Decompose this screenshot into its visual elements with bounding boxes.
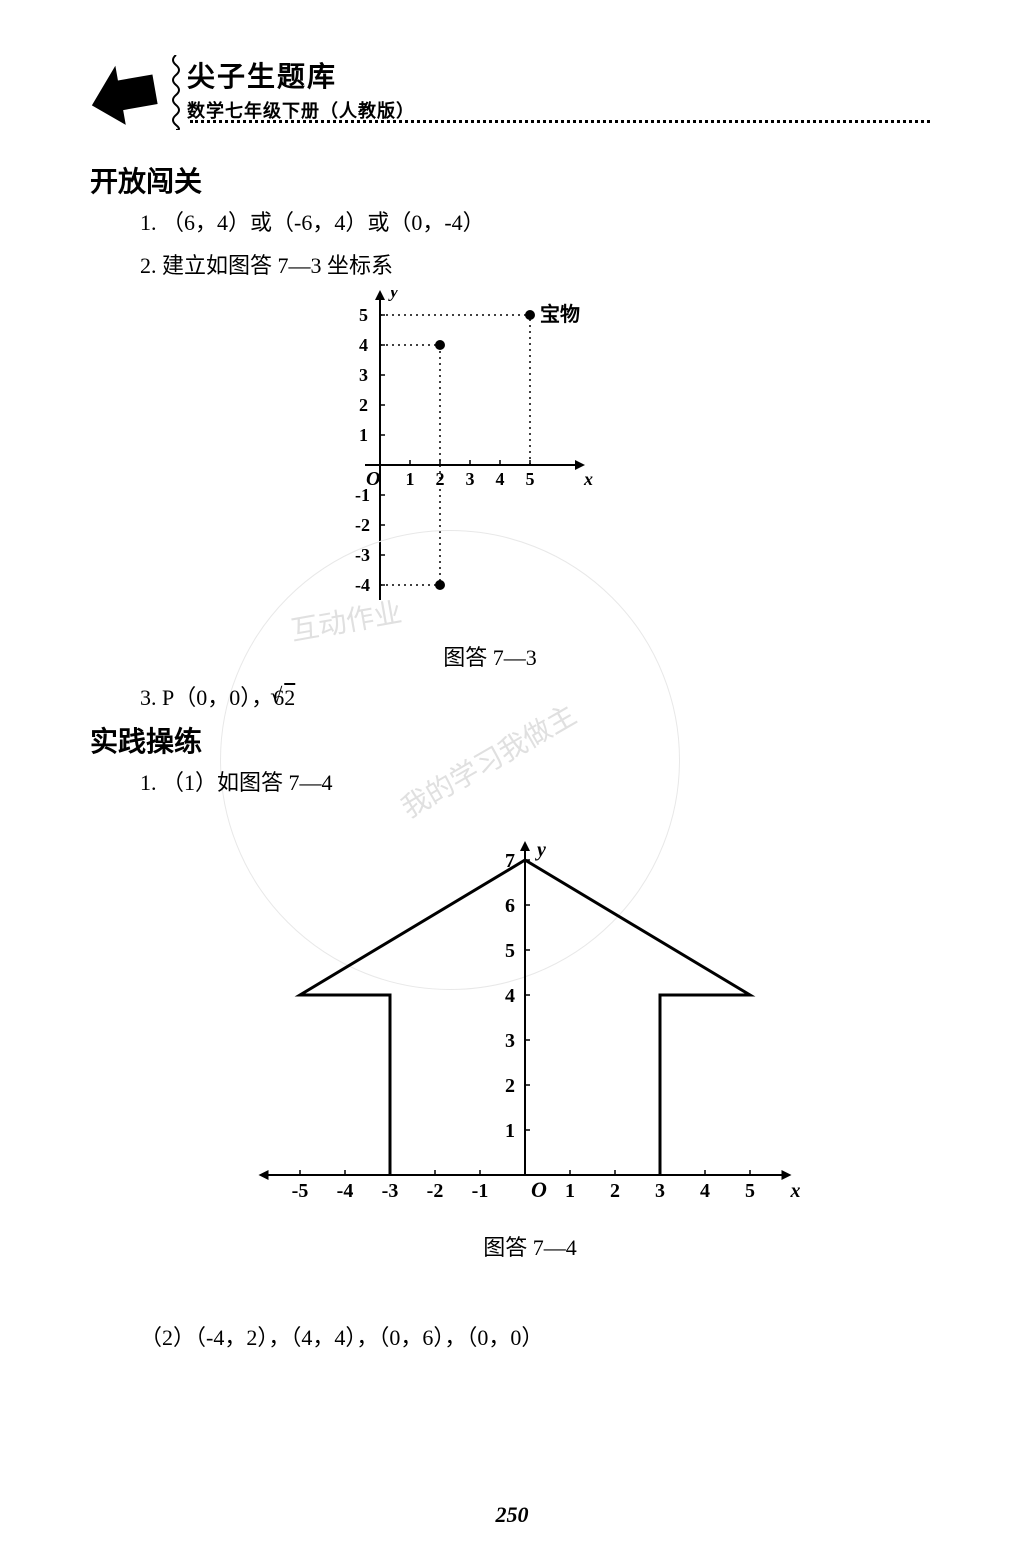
svg-text:O: O [531, 1177, 547, 1200]
svg-text:-3: -3 [355, 545, 370, 565]
watermark-text2: 我的学习我做主 [393, 694, 583, 827]
section2-line2: （2）（-4，2），（4，4），（0，6），（0，0） [140, 1320, 543, 1352]
title-group: 尖子生题库 数学七年级下册（人教版） [187, 55, 415, 123]
svg-text:-4: -4 [355, 575, 370, 595]
svg-text:3: 3 [655, 1180, 665, 1200]
svg-text:3: 3 [466, 469, 475, 489]
svg-text:1: 1 [565, 1180, 575, 1200]
svg-text:5: 5 [359, 305, 368, 325]
svg-text:y: y [535, 840, 546, 861]
svg-text:O: O [366, 468, 380, 490]
svg-text:2: 2 [610, 1180, 620, 1200]
arrow-badge-icon [85, 55, 160, 130]
svg-text:-4: -4 [337, 1180, 354, 1200]
svg-text:3: 3 [505, 1030, 515, 1052]
svg-text:-1: -1 [472, 1180, 489, 1200]
section1-heading: 开放闯关 [90, 160, 202, 200]
section1-line1: 1. （6，4）或（-6，4）或（0，-4） [140, 205, 485, 237]
wavy-divider-icon [170, 55, 182, 130]
radical-value: √2 [284, 685, 295, 710]
svg-text:-3: -3 [382, 1180, 399, 1200]
section2-heading: 实践操练 [90, 720, 202, 760]
page-number: 250 [496, 1502, 529, 1528]
svg-text:-5: -5 [292, 1180, 309, 1200]
svg-text:-2: -2 [427, 1180, 444, 1200]
svg-text:3: 3 [359, 365, 368, 385]
chart2-svg: -5-4-3-2-1123451234567Oxy [255, 840, 805, 1200]
svg-text:x: x [790, 1180, 801, 1200]
page-header: 尖子生题库 数学七年级下册（人教版） [85, 55, 415, 130]
svg-text:4: 4 [496, 469, 505, 489]
svg-text:4: 4 [359, 335, 368, 355]
figure1-caption: 图答 7—3 [340, 640, 640, 672]
svg-text:y: y [388, 290, 399, 301]
svg-text:1: 1 [359, 425, 368, 445]
line3-prefix: 3. P（0，0），6 [140, 685, 284, 710]
section1-line2: 2. 建立如图答 7—3 坐标系 [140, 248, 393, 280]
svg-text:4: 4 [505, 985, 515, 1007]
svg-text:5: 5 [505, 940, 515, 962]
svg-text:x: x [583, 469, 593, 489]
section1-line3: 3. P（0，0），6√2 [140, 680, 295, 712]
svg-text:5: 5 [745, 1180, 755, 1200]
svg-text:5: 5 [526, 469, 535, 489]
svg-text:4: 4 [700, 1180, 710, 1200]
svg-text:2: 2 [359, 395, 368, 415]
chart1-svg: 1234512345-1-2-3-4Oxy宝物 [340, 290, 640, 620]
svg-text:1: 1 [505, 1120, 515, 1142]
svg-text:1: 1 [406, 469, 415, 489]
svg-text:宝物: 宝物 [540, 302, 580, 326]
svg-text:-2: -2 [355, 515, 370, 535]
section2-line1: 1. （1）如图答 7—4 [140, 765, 333, 797]
figure-7-3: 1234512345-1-2-3-4Oxy宝物 图答 7—3 [340, 290, 640, 672]
svg-text:6: 6 [505, 895, 515, 917]
main-title: 尖子生题库 [187, 55, 415, 95]
header-dotted-line [190, 120, 930, 123]
figure2-caption: 图答 7—4 [255, 1230, 805, 1262]
figure-7-4: -5-4-3-2-1123451234567Oxy 图答 7—4 [255, 840, 805, 1262]
svg-text:2: 2 [505, 1075, 515, 1097]
